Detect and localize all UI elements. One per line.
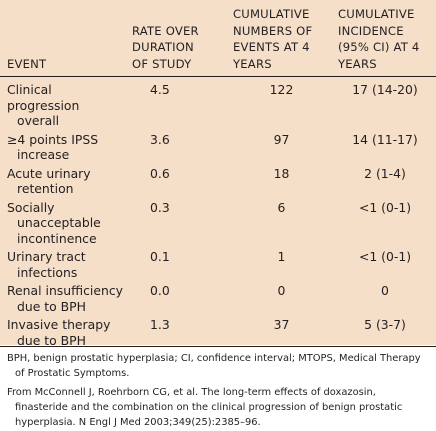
incidence-cell: 5 (3-7) <box>364 317 406 332</box>
number-cell: 122 <box>269 82 294 97</box>
number-cell: 1 <box>277 249 286 264</box>
table-row: Renal insufficiency due to BPH 0.0 0 0 <box>0 283 436 317</box>
rate-cell: 1.3 <box>150 317 170 332</box>
incidence-cell: <1 (0-1) <box>358 199 412 215</box>
rate-cell: 4.5 <box>150 82 170 97</box>
event-cell: Clinical progression overall <box>7 82 80 128</box>
number-cell: 97 <box>273 131 290 147</box>
footnote-divider <box>0 346 436 347</box>
number-cell: 18 <box>273 165 290 181</box>
table-header-row: EVENT RATE OVER DURATION OF STUDY CUMULA… <box>0 0 436 77</box>
header-event: EVENT <box>0 0 128 77</box>
table-row: Invasive therapy due to BPH 1.3 37 5 (3-7… <box>0 317 436 351</box>
progression-events-table: EVENT RATE OVER DURATION OF STUDY CUMULA… <box>0 0 436 351</box>
table-row: Clinical progression overall 4.5 122 17 (… <box>0 77 436 132</box>
rate-cell: 0.0 <box>150 283 170 298</box>
incidence-cell: 17 (14-20) <box>352 82 418 97</box>
rate-cell: 0.1 <box>150 249 170 264</box>
header-rate: RATE OVER DURATION OF STUDY <box>128 0 229 77</box>
table-row: Acute urinary retention 0.6 18 2 (1-4) <box>0 166 436 200</box>
table-row: Urinary tract infections 0.1 1 <1 (0-1) <box>0 249 436 283</box>
number-cell: 37 <box>273 317 290 332</box>
table-panel: EVENT RATE OVER DURATION OF STUDY CUMULA… <box>0 0 436 348</box>
table-row: ≥4 points IPSS increase 3.6 97 14 (11-17) <box>0 132 436 166</box>
event-cell: Socially unacceptable incontinence <box>7 199 101 246</box>
rate-cell: 0.3 <box>150 199 170 215</box>
incidence-cell: 14 (11-17) <box>352 131 418 147</box>
rate-cell: 0.6 <box>150 165 170 181</box>
event-cell: Invasive therapy due to BPH <box>7 317 111 348</box>
incidence-cell: 0 <box>381 283 389 298</box>
table-row: Socially unacceptable incontinence 0.3 6 <… <box>0 200 436 250</box>
footnote-abbreviations: BPH, benign prostatic hyperplasia; CI, c… <box>7 353 421 380</box>
event-cell: ≥4 points IPSS increase <box>7 131 99 163</box>
event-cell: Acute urinary retention <box>7 165 91 197</box>
header-cumulative-numbers: CUMULATIVE NUMBERS OF EVENTS AT 4 YEARS <box>229 0 334 77</box>
header-cumulative-incidence: CUMULATIVE INCIDENCE (95% CI) AT 4 YEARS <box>334 0 436 77</box>
event-cell: Urinary tract infections <box>7 249 86 280</box>
number-cell: 6 <box>277 199 286 215</box>
incidence-cell: <1 (0-1) <box>358 249 412 264</box>
number-cell: 0 <box>277 283 286 298</box>
incidence-cell: 2 (1-4) <box>364 165 406 181</box>
event-cell: Renal insufficiency due to BPH <box>7 283 123 314</box>
rate-cell: 3.6 <box>150 131 170 147</box>
footnote-source: From McConnell J, Roehrborn CG, et al. T… <box>7 387 403 429</box>
